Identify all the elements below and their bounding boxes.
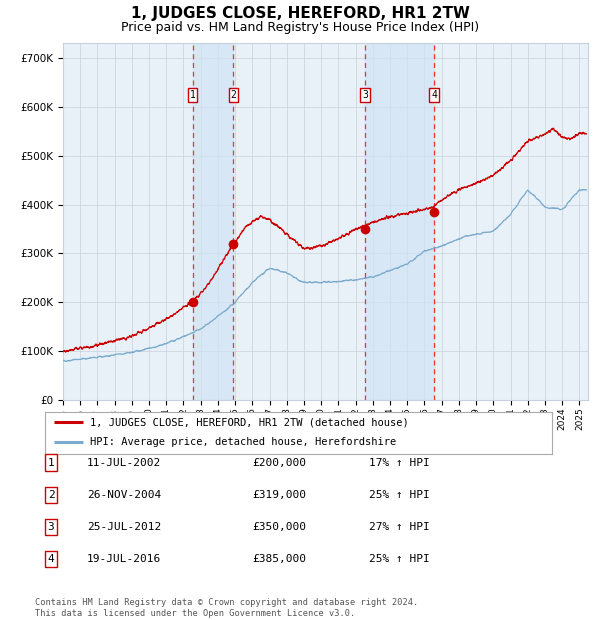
Text: 17% ↑ HPI: 17% ↑ HPI — [369, 458, 430, 467]
Text: 19-JUL-2016: 19-JUL-2016 — [87, 554, 161, 564]
Text: 25-JUL-2012: 25-JUL-2012 — [87, 522, 161, 532]
Text: £350,000: £350,000 — [252, 522, 306, 532]
Text: 4: 4 — [431, 90, 437, 100]
Text: 1: 1 — [190, 90, 196, 100]
Text: 2: 2 — [230, 90, 236, 100]
Text: £319,000: £319,000 — [252, 490, 306, 500]
Bar — [365, 43, 434, 400]
Text: 1, JUDGES CLOSE, HEREFORD, HR1 2TW (detached house): 1, JUDGES CLOSE, HEREFORD, HR1 2TW (deta… — [89, 417, 409, 427]
Text: 25% ↑ HPI: 25% ↑ HPI — [369, 490, 430, 500]
Text: 3: 3 — [362, 90, 368, 100]
Text: 1, JUDGES CLOSE, HEREFORD, HR1 2TW: 1, JUDGES CLOSE, HEREFORD, HR1 2TW — [131, 6, 469, 21]
Text: 4: 4 — [47, 554, 55, 564]
Text: 2: 2 — [47, 490, 55, 500]
Text: 11-JUL-2002: 11-JUL-2002 — [87, 458, 161, 467]
Text: 1: 1 — [47, 458, 55, 467]
Text: 3: 3 — [47, 522, 55, 532]
Text: £385,000: £385,000 — [252, 554, 306, 564]
Text: 27% ↑ HPI: 27% ↑ HPI — [369, 522, 430, 532]
Text: Contains HM Land Registry data © Crown copyright and database right 2024.
This d: Contains HM Land Registry data © Crown c… — [35, 598, 418, 618]
Text: £200,000: £200,000 — [252, 458, 306, 467]
Text: 25% ↑ HPI: 25% ↑ HPI — [369, 554, 430, 564]
Text: HPI: Average price, detached house, Herefordshire: HPI: Average price, detached house, Here… — [89, 436, 396, 446]
Text: Price paid vs. HM Land Registry's House Price Index (HPI): Price paid vs. HM Land Registry's House … — [121, 21, 479, 34]
Text: 26-NOV-2004: 26-NOV-2004 — [87, 490, 161, 500]
Bar — [193, 43, 233, 400]
